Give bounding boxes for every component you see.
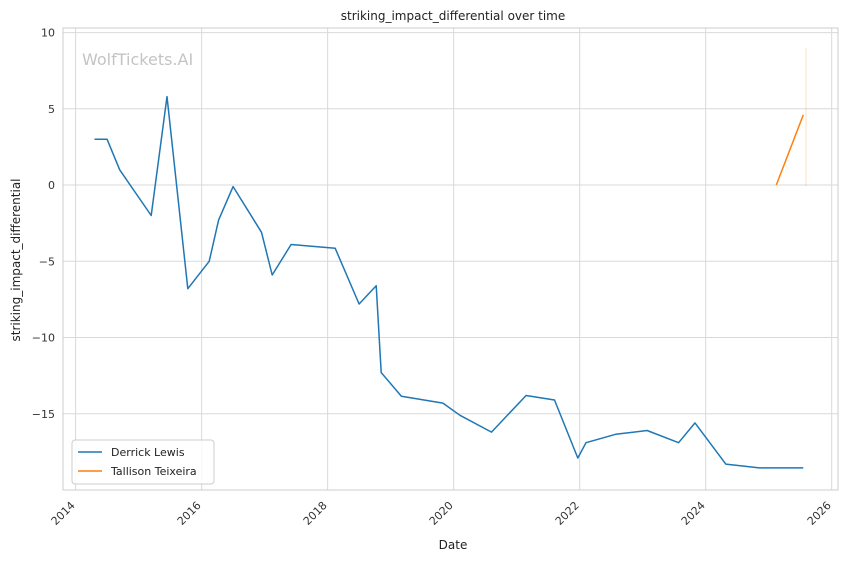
y-tick-label: −5 [39, 255, 55, 268]
series-layer [94, 95, 804, 469]
y-axis-label: striking_impact_differential [9, 178, 23, 341]
x-axis-label: Date [439, 538, 468, 552]
legend-label-derrick-lewis: Derrick Lewis [111, 446, 185, 459]
grid [63, 28, 838, 490]
series-line-tallison-teixeira [775, 114, 804, 186]
y-tick-label: −15 [32, 408, 55, 421]
legend-box [71, 439, 215, 485]
chart-title: striking_impact_differential over time [341, 9, 566, 23]
watermark: WolfTickets.AI [82, 50, 193, 69]
y-tick-label: 0 [48, 179, 55, 192]
y-tick-label: 10 [41, 27, 55, 40]
plot-area-frame [62, 27, 839, 491]
y-tick-labels: 10 5 0 −5 −10 −15 [32, 27, 55, 421]
y-tick-label: 5 [48, 103, 55, 116]
y-tick-label: −10 [32, 332, 55, 345]
legend: Derrick Lewis Tallison Teixeira [71, 439, 215, 485]
legend-label-tallison-teixeira: Tallison Teixeira [110, 465, 197, 478]
